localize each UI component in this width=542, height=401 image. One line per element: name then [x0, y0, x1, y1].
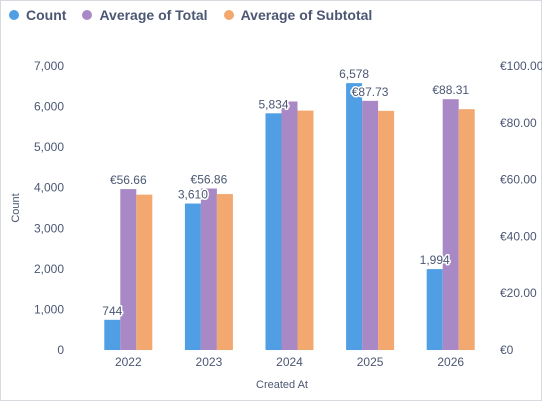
y-tick-label: 7,000	[34, 59, 64, 73]
y-tick-label: 6,000	[34, 100, 64, 114]
y-tick-label: 4,000	[34, 181, 64, 195]
bar-average-of-subtotal	[378, 111, 394, 350]
y-tick-label: 3,000	[34, 221, 64, 235]
data-label: 6,578	[339, 67, 369, 81]
y-axis-title: Count	[10, 193, 22, 222]
bar-count	[266, 113, 282, 350]
y-tick-label: 5,000	[34, 140, 64, 154]
bar-average-of-total	[362, 101, 378, 350]
data-label: 1,994	[420, 253, 450, 267]
x-tick-label: 2025	[357, 355, 384, 369]
data-label: 5,834	[258, 97, 288, 111]
bar-average-of-total	[201, 189, 217, 350]
bar-average-of-total	[282, 102, 298, 351]
bar-average-of-subtotal	[298, 111, 314, 350]
y2-tick-label: €60.00	[500, 173, 537, 187]
data-label: 744	[102, 304, 122, 318]
y-tick-label: 2,000	[34, 262, 64, 276]
data-label: 3,610	[178, 188, 208, 202]
bar-count	[346, 83, 362, 350]
y2-tick-label: €20.00	[500, 286, 537, 300]
x-tick-label: 2022	[115, 355, 142, 369]
bar-average-of-subtotal	[136, 195, 152, 350]
y2-tick-label: €80.00	[500, 116, 537, 130]
y2-tick-label: €100.00	[500, 59, 542, 73]
bar-average-of-subtotal	[459, 109, 475, 350]
y-tick-label: 0	[57, 343, 64, 357]
y2-tick-label: €40.00	[500, 229, 537, 243]
bar-average-of-subtotal	[217, 194, 233, 350]
bar-average-of-total	[443, 99, 459, 350]
y2-tick-label: €0	[500, 343, 514, 357]
data-label: €87.73	[352, 85, 389, 99]
data-label: €88.31	[432, 83, 469, 97]
bar-average-of-total	[120, 189, 136, 350]
y-tick-label: 1,000	[34, 302, 64, 316]
x-tick-label: 2026	[437, 355, 464, 369]
bar-count	[427, 269, 443, 350]
bar-count	[104, 320, 120, 350]
x-tick-label: 2023	[196, 355, 223, 369]
data-label: €56.86	[191, 173, 228, 187]
x-tick-label: 2024	[276, 355, 303, 369]
bar-count	[185, 204, 201, 350]
x-axis-title: Created At	[256, 379, 308, 391]
data-label: €56.66	[110, 173, 147, 187]
